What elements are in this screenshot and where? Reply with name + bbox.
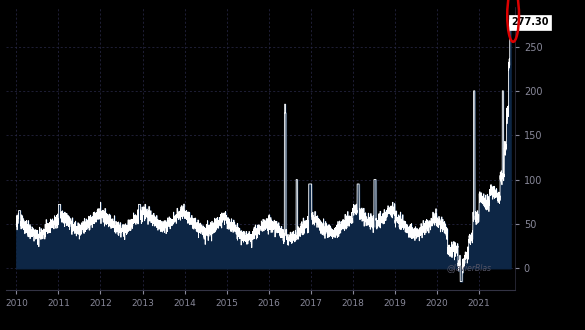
Text: 277.30: 277.30 [511, 17, 549, 27]
Text: @JavierBlas: @JavierBlas [446, 264, 491, 273]
